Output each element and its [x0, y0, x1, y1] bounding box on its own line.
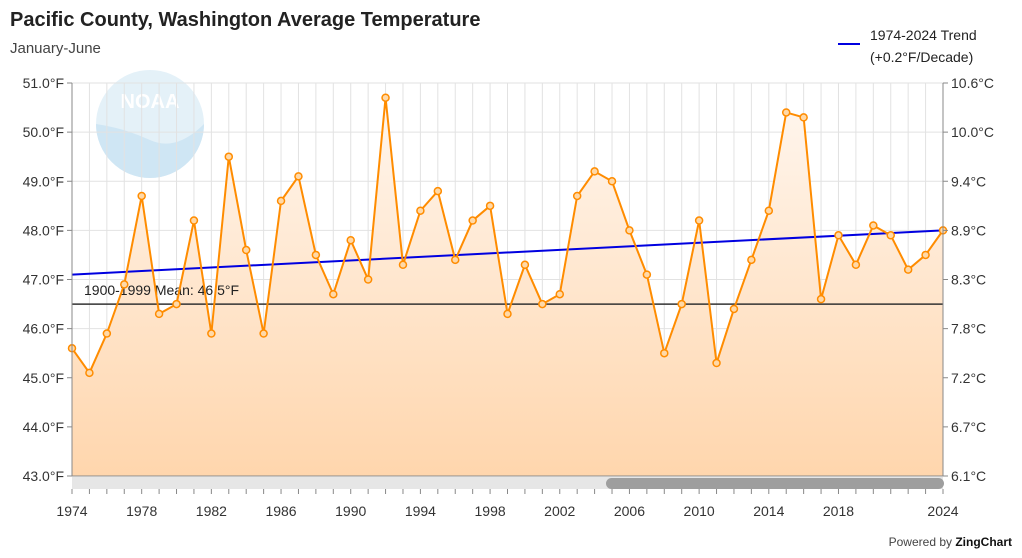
data-point[interactable] [450, 255, 460, 265]
data-point[interactable] [381, 93, 390, 102]
y-tick-label-right: 7.8°C [951, 321, 986, 337]
data-point[interactable] [607, 177, 617, 186]
data-point[interactable] [694, 216, 704, 225]
data-point[interactable] [903, 265, 913, 274]
data-point[interactable] [590, 167, 599, 176]
x-tick-label: 1978 [126, 503, 157, 519]
data-point[interactable] [259, 329, 268, 338]
data-point[interactable] [921, 250, 930, 260]
legend-line1: 1974-2024 Trend [870, 27, 977, 43]
data-point[interactable] [154, 309, 164, 319]
y-tick-label-right: 7.2°C [951, 370, 986, 386]
data-point[interactable] [85, 368, 94, 378]
data-point[interactable] [485, 201, 495, 211]
legend-label: 1974-2024 Trend (+0.2°F/Decade) [870, 24, 977, 68]
y-tick-label-right: 8.3°C [951, 272, 986, 288]
chart-subtitle: January-June [10, 40, 101, 57]
legend-trend-swatch [838, 43, 860, 45]
chart-title: Pacific County, Washington Average Tempe… [10, 9, 481, 31]
legend[interactable]: 1974-2024 Trend (+0.2°F/Decade) [838, 24, 977, 68]
data-point[interactable] [886, 231, 895, 240]
y-tick-label-right: 9.4°C [951, 173, 986, 189]
x-tick-label: 1986 [265, 503, 296, 519]
svg-text:NOAA: NOAA [121, 91, 180, 113]
series-area-fill [72, 97, 943, 477]
data-point[interactable] [294, 172, 303, 181]
powered-prefix: Powered by [888, 535, 956, 549]
data-point[interactable] [520, 260, 530, 270]
x-tick-label: 2018 [823, 503, 854, 519]
x-tick-label: 1990 [335, 503, 366, 519]
x-tick-label: 2014 [753, 503, 784, 519]
y-tick-label-left: 43.0°F [23, 468, 64, 484]
y-tick-label-right: 6.7°C [951, 419, 986, 435]
data-area [72, 97, 943, 477]
y-tick-label-left: 44.0°F [23, 419, 64, 435]
data-point[interactable] [276, 196, 286, 206]
data-point[interactable] [851, 260, 861, 270]
x-tick-label: 2010 [684, 503, 715, 519]
data-point[interactable] [120, 280, 129, 289]
y-tick-label-left: 50.0°F [23, 124, 64, 140]
data-point[interactable] [642, 270, 652, 279]
scroll-area [72, 477, 944, 489]
data-point[interactable] [172, 299, 181, 309]
data-point[interactable] [869, 221, 878, 230]
data-point[interactable] [346, 235, 355, 245]
data-point[interactable] [799, 113, 808, 122]
x-tick-label: 2006 [614, 503, 645, 519]
scroll-handle[interactable] [606, 478, 944, 489]
x-tick-label: 1998 [475, 503, 506, 519]
x-tick-label: 2024 [927, 503, 958, 519]
data-point[interactable] [747, 255, 756, 265]
legend-line2: (+0.2°F/Decade) [870, 49, 974, 65]
data-point[interactable] [764, 206, 774, 215]
y-tick-label-left: 46.0°F [23, 321, 64, 337]
y-tick-label-right: 6.1°C [951, 468, 986, 484]
data-point[interactable] [538, 299, 547, 309]
data-point[interactable] [416, 206, 425, 215]
data-point[interactable] [207, 329, 216, 338]
powered-brand: ZingChart [955, 535, 1012, 549]
axes: 43.0°F 6.1°C 44.0°F 6.7°C 45.0°F 7.2°C 46.0°F 7… [23, 75, 994, 519]
y-tick-label-left: 49.0°F [23, 173, 64, 189]
data-point[interactable] [555, 289, 565, 299]
x-tick-label: 1982 [196, 503, 227, 519]
data-point[interactable] [241, 245, 251, 255]
data-point[interactable] [781, 108, 791, 117]
data-point[interactable] [398, 260, 408, 270]
data-point[interactable] [660, 348, 669, 358]
x-tick-label: 1974 [56, 503, 87, 519]
data-point[interactable] [433, 186, 443, 196]
y-tick-label-left: 45.0°F [23, 370, 64, 386]
data-point[interactable] [329, 289, 338, 299]
y-tick-label-left: 48.0°F [23, 222, 64, 238]
data-point[interactable] [677, 299, 686, 309]
data-point[interactable] [137, 191, 146, 201]
x-tick-label: 1994 [405, 503, 436, 519]
data-point[interactable] [468, 216, 477, 225]
data-point[interactable] [363, 275, 373, 284]
y-tick-label-left: 51.0°F [23, 75, 64, 91]
data-point[interactable] [503, 309, 512, 319]
data-point[interactable] [712, 358, 721, 368]
data-point[interactable] [572, 191, 582, 201]
x-tick-label: 2002 [544, 503, 575, 519]
data-point[interactable] [311, 250, 321, 260]
y-tick-label-right: 10.0°C [951, 124, 994, 140]
powered-by[interactable]: Powered by ZingChart [889, 535, 1012, 549]
y-tick-label-left: 47.0°F [23, 272, 64, 288]
data-point[interactable] [625, 226, 634, 235]
data-point[interactable] [224, 152, 234, 161]
data-point[interactable] [729, 304, 739, 314]
data-point[interactable] [834, 231, 843, 240]
noaa-logo: NOAA [96, 70, 204, 178]
data-point[interactable] [816, 294, 826, 304]
data-point[interactable] [102, 329, 112, 338]
y-tick-label-right: 8.9°C [951, 222, 986, 238]
data-point[interactable] [189, 216, 199, 225]
y-tick-label-right: 10.6°C [951, 75, 994, 91]
